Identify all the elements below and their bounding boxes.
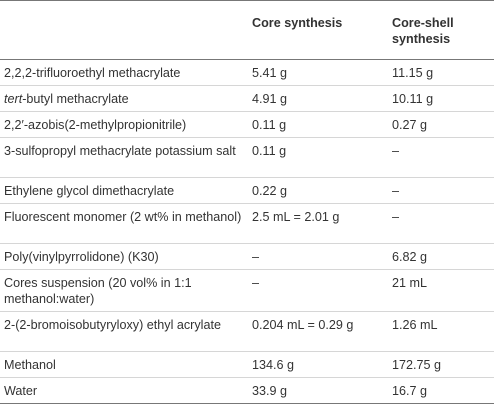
reagent-cell: 2,2′-azobis(2-methylpropionitrile) <box>0 111 248 138</box>
reagent-cell: tert-butyl methacrylate <box>0 85 248 112</box>
core-shell-amount-cell: – <box>388 203 494 244</box>
table-row: 2-(2-bromoisobutyryloxy) ethyl acrylate … <box>0 311 494 352</box>
core-shell-amount-cell: 16.7 g <box>388 377 494 404</box>
core-amount-cell: 2.5 mL = 2.01 g <box>248 203 388 244</box>
core-shell-amount-cell: 11.15 g <box>388 59 494 86</box>
core-amount-cell: 5.41 g <box>248 59 388 86</box>
table-row: 3-sulfopropyl methacrylate potassium sal… <box>0 137 494 178</box>
reagent-cell: 2,2,2-trifluoroethyl methacrylate <box>0 59 248 86</box>
reagent-label: 3-sulfopropyl methacrylate potassium sal… <box>4 144 236 158</box>
reagent-label: 2,2′-azobis(2-methylpropionitrile) <box>4 118 187 132</box>
core-shell-amount-cell: 6.82 g <box>388 243 494 270</box>
core-shell-amount-cell: – <box>388 137 494 178</box>
reagent-cell: 2-(2-bromoisobutyryloxy) ethyl acrylate <box>0 311 248 352</box>
reagent-label: Cores suspension (20 vol% in 1:1 methano… <box>4 276 192 306</box>
reagent-cell: Fluorescent monomer (2 wt% in methanol) <box>0 203 248 244</box>
core-shell-amount-cell: 0.27 g <box>388 111 494 138</box>
core-amount-cell: – <box>248 269 388 312</box>
core-shell-amount-cell: 10.11 g <box>388 85 494 112</box>
core-amount-cell: 4.91 g <box>248 85 388 112</box>
reagent-cell: Ethylene glycol dimethacrylate <box>0 177 248 204</box>
reagent-label: 2-(2-bromoisobutyryloxy) ethyl acrylate <box>4 318 221 332</box>
core-shell-amount-cell: 1.26 mL <box>388 311 494 352</box>
table-row: Ethylene glycol dimethacrylate 0.22 g – <box>0 177 494 204</box>
header-core-shell-synthesis: Core-shell synthesis <box>388 0 494 60</box>
core-amount-cell: – <box>248 243 388 270</box>
reagent-label: Fluorescent monomer (2 wt% in methanol) <box>4 210 242 224</box>
table-row: 2,2,2-trifluoroethyl methacrylate 5.41 g… <box>0 59 494 86</box>
reagent-cell: 3-sulfopropyl methacrylate potassium sal… <box>0 137 248 178</box>
table-row: 2,2′-azobis(2-methylpropionitrile) 0.11 … <box>0 111 494 138</box>
core-amount-cell: 0.11 g <box>248 111 388 138</box>
reagent-cell: Water <box>0 377 248 404</box>
table-row: tert-butyl methacrylate 4.91 g 10.11 g <box>0 85 494 112</box>
core-amount-cell: 0.11 g <box>248 137 388 178</box>
table-row: Methanol 134.6 g 172.75 g <box>0 351 494 378</box>
header-blank <box>0 0 248 60</box>
core-amount-cell: 134.6 g <box>248 351 388 378</box>
reagent-label: Water <box>4 384 38 398</box>
reagent-label: Methanol <box>4 358 56 372</box>
reagent-cell: Cores suspension (20 vol% in 1:1 methano… <box>0 269 248 312</box>
core-shell-amount-cell: 21 mL <box>388 269 494 312</box>
reagent-italic-prefix: tert <box>4 92 23 106</box>
core-shell-amount-cell: – <box>388 177 494 204</box>
table-row: Water 33.9 g 16.7 g <box>0 377 494 404</box>
table-row: Poly(vinylpyrrolidone) (K30) – 6.82 g <box>0 243 494 270</box>
core-amount-cell: 0.204 mL = 0.29 g <box>248 311 388 352</box>
core-amount-cell: 0.22 g <box>248 177 388 204</box>
reagent-label: Poly(vinylpyrrolidone) (K30) <box>4 250 159 264</box>
header-core-synthesis: Core synthesis <box>248 0 388 60</box>
reagent-label: Ethylene glycol dimethacrylate <box>4 184 175 198</box>
core-amount-cell: 33.9 g <box>248 377 388 404</box>
table-row: Fluorescent monomer (2 wt% in methanol) … <box>0 203 494 244</box>
reagent-label: 2,2,2-trifluoroethyl methacrylate <box>4 66 181 80</box>
core-shell-amount-cell: 172.75 g <box>388 351 494 378</box>
reagent-cell: Poly(vinylpyrrolidone) (K30) <box>0 243 248 270</box>
header-row: Core synthesis Core-shell synthesis <box>0 0 494 60</box>
table-row: Cores suspension (20 vol% in 1:1 methano… <box>0 269 494 312</box>
reagent-label: -butyl methacrylate <box>22 92 129 106</box>
reagent-cell: Methanol <box>0 351 248 378</box>
